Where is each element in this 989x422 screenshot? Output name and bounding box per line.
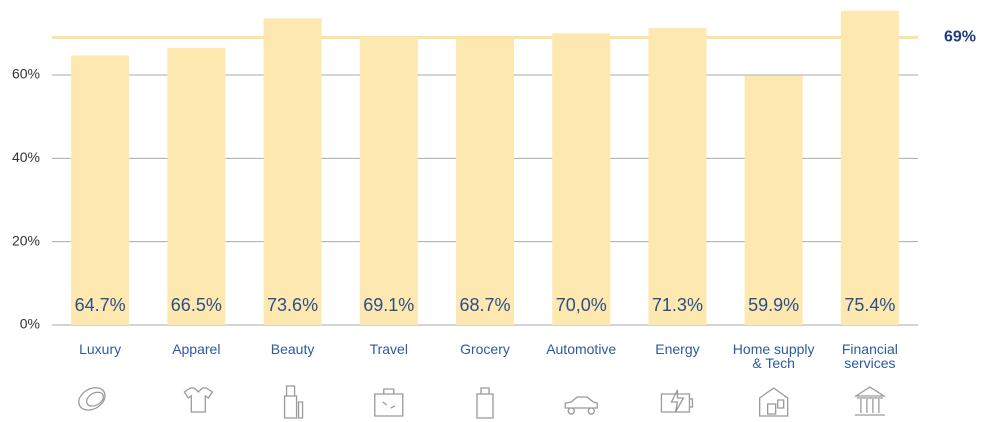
x-tick-label: Travel [369,341,408,357]
x-tick-label: Automotive [546,341,617,357]
x-tick-label: Apparel [172,341,221,357]
icon-shape [660,389,694,413]
y-tick-label: 40% [12,149,40,165]
value-label: 59.9% [748,295,799,315]
category-icon [78,387,106,411]
bar [648,27,707,326]
x-tick-label: Grocery [460,341,510,357]
x-tick-label: Luxury [79,341,122,357]
category-icon [283,385,304,419]
category-icon [759,387,789,417]
category-icon [853,386,887,416]
value-label: 69.1% [363,295,414,315]
value-label: 71.3% [652,295,703,315]
category-icon [183,387,214,413]
bar [552,33,611,325]
x-tick-label: Financial services [841,341,898,371]
bar [263,18,322,325]
category-icon [564,396,598,415]
category-icon [374,388,404,417]
bar [71,55,130,326]
category-icon [476,387,494,419]
y-tick-label: 60% [12,66,40,82]
x-tick-label: Beauty [270,341,315,357]
value-label: 70,0% [556,295,607,315]
icon-shape [476,387,494,419]
icon-shape [183,387,214,413]
bar [456,38,514,325]
icon-shape [78,387,106,411]
category-icon [660,389,694,413]
bar [167,47,226,326]
bar [359,37,418,325]
icon-shape [759,387,789,417]
y-tick-label: 0% [20,316,40,332]
x-tick-label: Home supply & Tech [732,341,815,371]
bar [840,10,899,325]
value-label: 75.4% [844,295,895,315]
value-label: 66.5% [171,295,222,315]
average-label: 69% [944,29,976,46]
bar [744,75,803,326]
value-label: 73.6% [267,295,318,315]
icon-shape [564,396,598,415]
icon-shape [283,385,304,419]
value-label: 64.7% [75,295,126,315]
icon-shape [853,386,887,416]
value-label: 68.7% [459,295,510,315]
icon-shape [374,388,404,417]
x-tick-label: Energy [655,341,700,357]
y-tick-label: 20% [12,232,40,248]
